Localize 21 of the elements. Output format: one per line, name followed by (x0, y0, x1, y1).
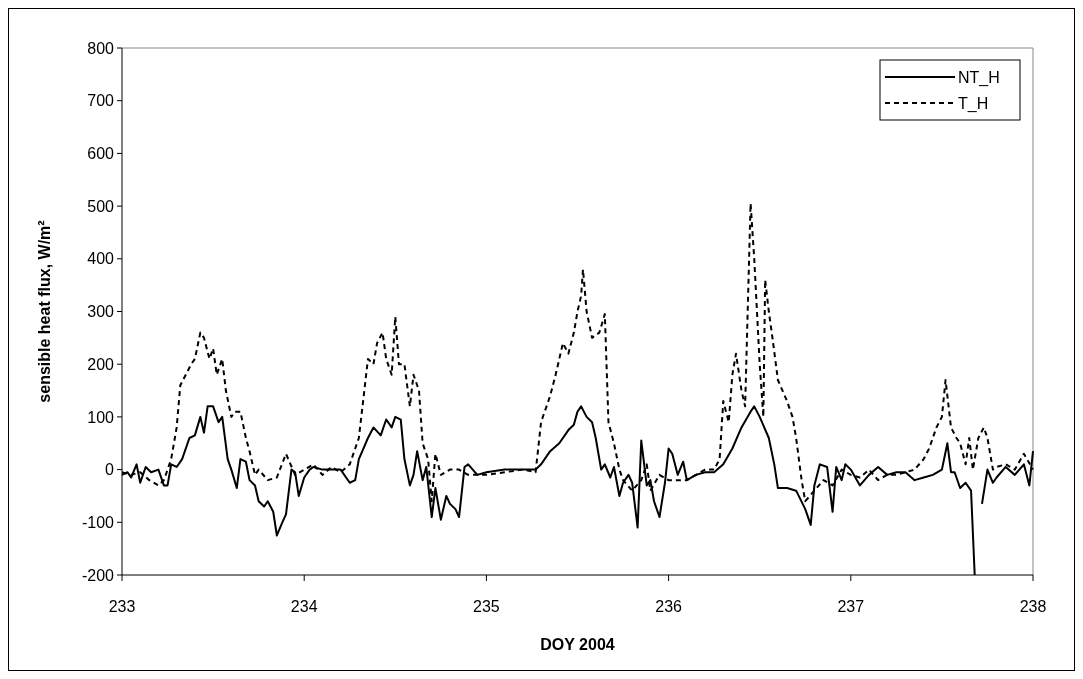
x-tick-label: 238 (1019, 598, 1047, 615)
y-tick-label: 100 (87, 408, 115, 426)
y-axis-title: sensible heat flux, W/m² (36, 220, 53, 403)
y-tick-label: 400 (87, 250, 115, 268)
legend-label: NT_H (958, 68, 1000, 87)
y-tick-label: 300 (87, 303, 115, 321)
y-tick-label: 200 (87, 355, 115, 373)
x-tick-label: 234 (290, 598, 318, 615)
x-axis-title: DOY 2004 (540, 636, 615, 653)
y-tick-label: 600 (87, 145, 115, 162)
x-tick-label: 233 (108, 598, 136, 615)
y-tick-label: 700 (87, 92, 115, 110)
x-tick-label: 237 (837, 598, 865, 615)
y-tick-label: 800 (87, 39, 115, 57)
y-tick-label: 0 (105, 461, 115, 479)
legend-label: T_H (958, 94, 989, 113)
y-tick-label: 500 (87, 197, 115, 215)
y-tick-label: -200 (81, 566, 115, 584)
y-tick-label: -100 (81, 513, 115, 531)
x-tick-label: 235 (473, 598, 500, 615)
x-tick-label: 236 (655, 598, 683, 615)
